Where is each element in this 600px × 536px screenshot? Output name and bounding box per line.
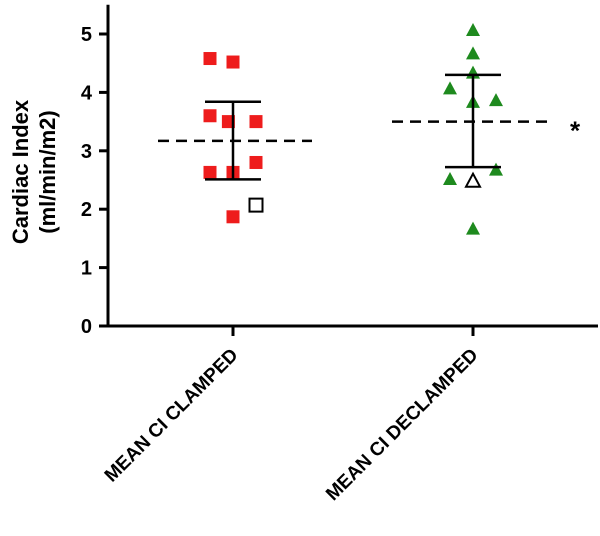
y-tick-label-1: 1 (81, 258, 92, 280)
point-1 (466, 23, 480, 37)
y-axis-label-line-2: (ml/min/m2) (35, 110, 60, 233)
point-5 (249, 115, 263, 129)
series-1 (158, 52, 312, 224)
category-labels: MEAN CI CLAMPED MEAN CI DECLAMPED (101, 345, 483, 505)
y-axis-label-line-1: Cardiac Index (8, 99, 33, 244)
y-tick-label-3: 3 (81, 141, 92, 163)
y-tick-label-4: 4 (81, 82, 93, 104)
outlier-point (248, 197, 264, 213)
y-tick-label-0: 0 (81, 316, 92, 338)
point-5 (489, 93, 503, 107)
point-4 (221, 115, 235, 129)
point-2 (466, 46, 480, 60)
data-marks (158, 23, 548, 235)
y-tick-label-5: 5 (81, 24, 92, 46)
point-7 (489, 162, 503, 176)
y-axis-label: Cardiac Index (ml/min/m2) (8, 99, 60, 244)
category-label-1: MEAN CI CLAMPED (101, 345, 243, 487)
point-8 (443, 171, 457, 185)
axes: 0 1 2 3 4 5 (81, 4, 598, 338)
point-2 (226, 55, 240, 69)
series-2 (392, 23, 548, 235)
significance-asterisk: * (570, 116, 581, 146)
point-9 (466, 221, 480, 235)
point-6 (249, 155, 263, 169)
point-7 (203, 165, 217, 179)
category-label-2: MEAN CI DECLAMPED (322, 345, 482, 505)
point-4 (443, 81, 457, 95)
point-1 (203, 52, 217, 66)
outlier-point (464, 171, 482, 188)
point-3 (203, 109, 217, 123)
y-tick-label-2: 2 (81, 199, 92, 221)
point-9 (226, 210, 240, 224)
